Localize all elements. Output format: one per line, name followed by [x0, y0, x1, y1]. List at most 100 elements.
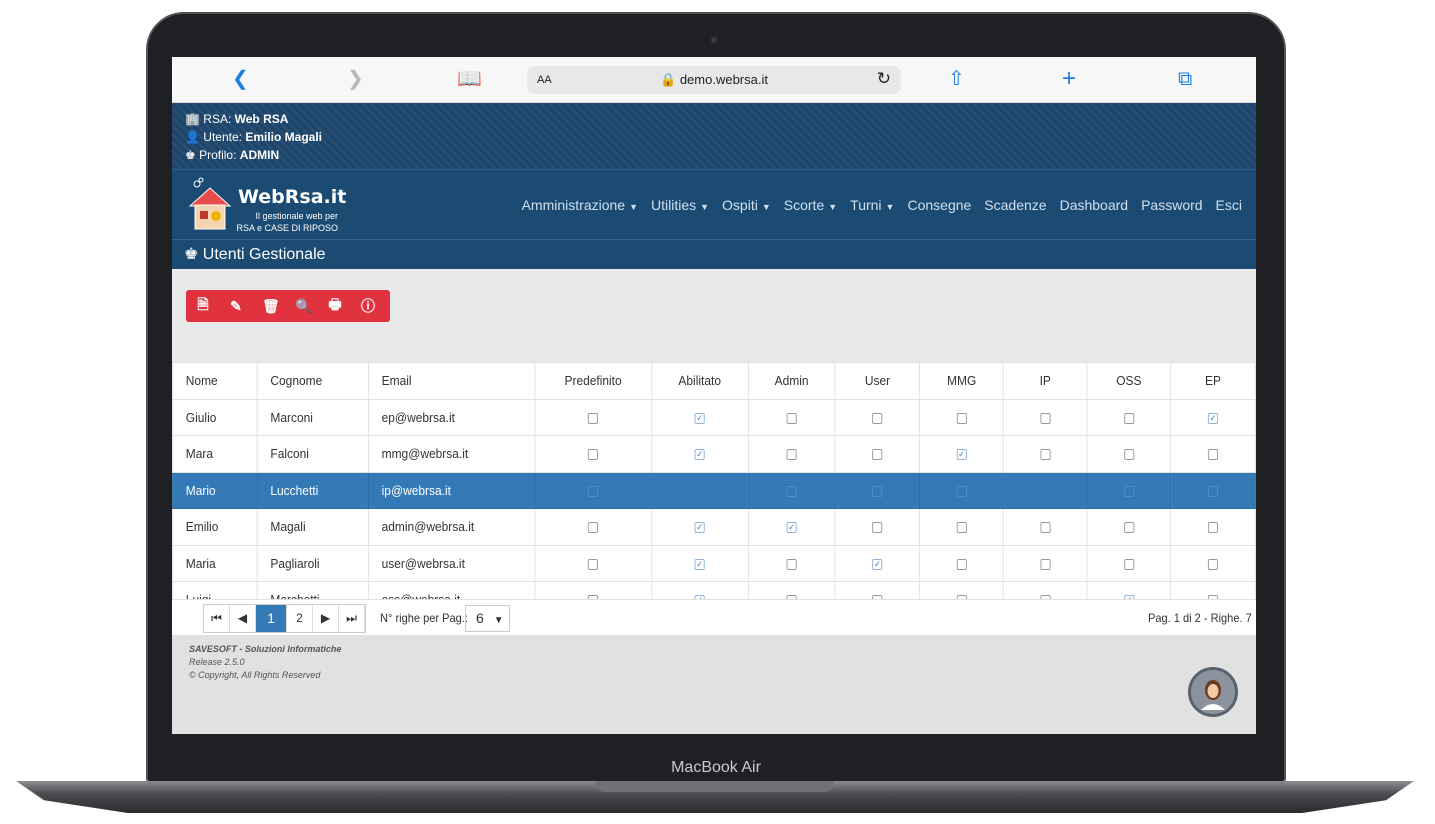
first-page-icon[interactable]: ⏮ — [204, 605, 230, 632]
menu-consegne[interactable]: Consegne — [907, 197, 972, 213]
table-row[interactable]: Emilio Magali admin@webrsa.it ✓ ✓ — [172, 508, 1256, 546]
cell-mmg — [919, 544, 1004, 582]
unchecked-checkbox[interactable] — [1040, 522, 1051, 534]
col-email[interactable]: Email — [367, 362, 536, 400]
unchecked-checkbox[interactable] — [956, 522, 967, 534]
rows-per-page-select[interactable]: 6 ▼ — [465, 605, 510, 632]
unchecked-checkbox[interactable] — [786, 485, 797, 497]
search-icon[interactable]: 🔍 — [295, 297, 313, 314]
unchecked-checkbox[interactable] — [1207, 485, 1219, 497]
col-ip[interactable]: IP — [1002, 362, 1088, 400]
new-file-icon[interactable]: 🗎 — [197, 296, 209, 312]
col-abilitato[interactable]: Abilitato — [650, 362, 749, 400]
col-cognome[interactable]: Cognome — [256, 362, 369, 400]
chevron-down-icon: ▼ — [828, 202, 838, 212]
menu-utilities[interactable]: Utilities ▼ — [651, 197, 709, 213]
forward-icon[interactable]: ❯ — [347, 68, 364, 90]
checked-checkbox[interactable]: ✓ — [694, 412, 705, 424]
edit-icon[interactable]: ✎ — [230, 297, 242, 314]
tabs-icon[interactable]: ⧉ — [1178, 68, 1193, 90]
unchecked-checkbox[interactable] — [786, 558, 797, 570]
cell-ip — [1002, 435, 1088, 473]
checked-checkbox[interactable]: ✓ — [694, 449, 705, 461]
unchecked-checkbox[interactable] — [588, 522, 599, 534]
action-toolbar: 🗎 ✎ 🗑 🔍 🖶 ⓘ — [186, 290, 390, 322]
new-tab-icon[interactable]: + — [1062, 65, 1077, 92]
cell-ep — [1170, 508, 1256, 546]
unchecked-checkbox[interactable] — [1123, 558, 1134, 570]
unchecked-checkbox[interactable] — [1040, 412, 1051, 424]
menu-esci[interactable]: Esci — [1215, 197, 1242, 213]
checked-checkbox[interactable]: ✓ — [786, 522, 797, 534]
chevron-down-icon: ▼ — [761, 202, 771, 212]
unchecked-checkbox[interactable] — [1207, 449, 1219, 461]
page-2-button[interactable]: 2 — [287, 605, 313, 632]
checked-checkbox[interactable]: ✓ — [694, 522, 705, 534]
unchecked-checkbox[interactable] — [956, 412, 967, 424]
unchecked-checkbox[interactable] — [1123, 412, 1134, 424]
col-ep[interactable]: EP — [1170, 362, 1256, 400]
col-nome[interactable]: Nome — [172, 362, 258, 400]
unchecked-checkbox[interactable] — [1040, 558, 1051, 570]
delete-icon[interactable]: 🗑 — [262, 297, 280, 314]
back-icon[interactable]: ❮ — [232, 68, 249, 90]
col-oss[interactable]: OSS — [1086, 362, 1172, 400]
reload-icon[interactable]: ↻ — [876, 69, 891, 88]
cell-cognome: Magali — [256, 508, 369, 546]
table-row[interactable]: Giulio Marconi ep@webrsa.it ✓ ✓ — [172, 398, 1256, 436]
unchecked-checkbox[interactable] — [588, 412, 599, 424]
col-admin[interactable]: Admin — [747, 362, 836, 400]
address-bar[interactable]: AA 🔒 demo.webrsa.it ↻ — [527, 66, 901, 94]
unchecked-checkbox[interactable] — [786, 449, 797, 461]
page-1-button[interactable]: 1 — [256, 605, 287, 632]
table-row[interactable]: Mario Lucchetti ip@webrsa.it — [172, 471, 1256, 509]
menu-password[interactable]: Password — [1141, 197, 1203, 213]
menu-turni[interactable]: Turni ▼ — [850, 197, 894, 213]
checked-checkbox[interactable]: ✓ — [694, 558, 705, 570]
unchecked-checkbox[interactable] — [1207, 522, 1219, 534]
col-predefinito[interactable]: Predefinito — [534, 362, 652, 400]
share-icon[interactable]: ⇧ — [948, 68, 965, 90]
col-user[interactable]: User — [834, 362, 921, 400]
menu-dashboard[interactable]: Dashboard — [1059, 197, 1129, 213]
checked-checkbox[interactable]: ✓ — [956, 449, 967, 461]
unchecked-checkbox[interactable] — [588, 558, 599, 570]
cell-ep — [1170, 435, 1256, 473]
print-icon[interactable]: 🖶 — [328, 296, 342, 312]
unchecked-checkbox[interactable] — [956, 558, 967, 570]
table-row[interactable]: Mara Falconi mmg@webrsa.it ✓ ✓ — [172, 435, 1256, 473]
unchecked-checkbox[interactable] — [1123, 522, 1134, 534]
unchecked-checkbox[interactable] — [872, 412, 883, 424]
checked-checkbox[interactable]: ✓ — [1207, 412, 1219, 424]
menu-scadenze[interactable]: Scadenze — [984, 197, 1047, 213]
menu-amministrazione[interactable]: Amministrazione ▼ — [522, 197, 638, 213]
assistant-avatar[interactable] — [1188, 667, 1238, 717]
unchecked-checkbox[interactable] — [1207, 558, 1219, 570]
info-icon[interactable]: ⓘ — [361, 298, 375, 314]
col-mmg[interactable]: MMG — [919, 362, 1004, 400]
menu-scorte[interactable]: Scorte ▼ — [784, 197, 837, 213]
unchecked-checkbox[interactable] — [872, 485, 883, 497]
rsa-line: 🏢 RSA: Web RSA — [185, 112, 289, 126]
unchecked-checkbox[interactable] — [1040, 449, 1051, 461]
next-page-icon[interactable]: ▶ — [313, 605, 339, 632]
cell-oss — [1086, 435, 1172, 473]
unchecked-checkbox[interactable] — [956, 485, 967, 497]
bookmarks-icon[interactable]: 📖 — [457, 68, 482, 90]
unchecked-checkbox[interactable] — [872, 522, 883, 534]
cell-mmg — [919, 508, 1004, 546]
reader-text-size[interactable]: AA — [537, 74, 552, 86]
unchecked-checkbox[interactable] — [1123, 485, 1134, 497]
unchecked-checkbox[interactable] — [1123, 449, 1134, 461]
menu-ospiti[interactable]: Ospiti ▼ — [722, 197, 771, 213]
last-page-icon[interactable]: ⏭ — [339, 605, 365, 632]
unchecked-checkbox[interactable] — [872, 449, 883, 461]
prev-page-icon[interactable]: ◀ — [230, 605, 256, 632]
unchecked-checkbox[interactable] — [588, 449, 599, 461]
unchecked-checkbox[interactable] — [786, 412, 797, 424]
table-row[interactable]: Maria Pagliaroli user@webrsa.it ✓ ✓ — [172, 544, 1256, 582]
unchecked-checkbox[interactable] — [588, 485, 599, 497]
checked-checkbox[interactable]: ✓ — [872, 558, 883, 570]
logo[interactable]: WebRsa.it Il gestionale web per RSA e CAS… — [186, 176, 346, 236]
cell-admin — [747, 435, 836, 473]
